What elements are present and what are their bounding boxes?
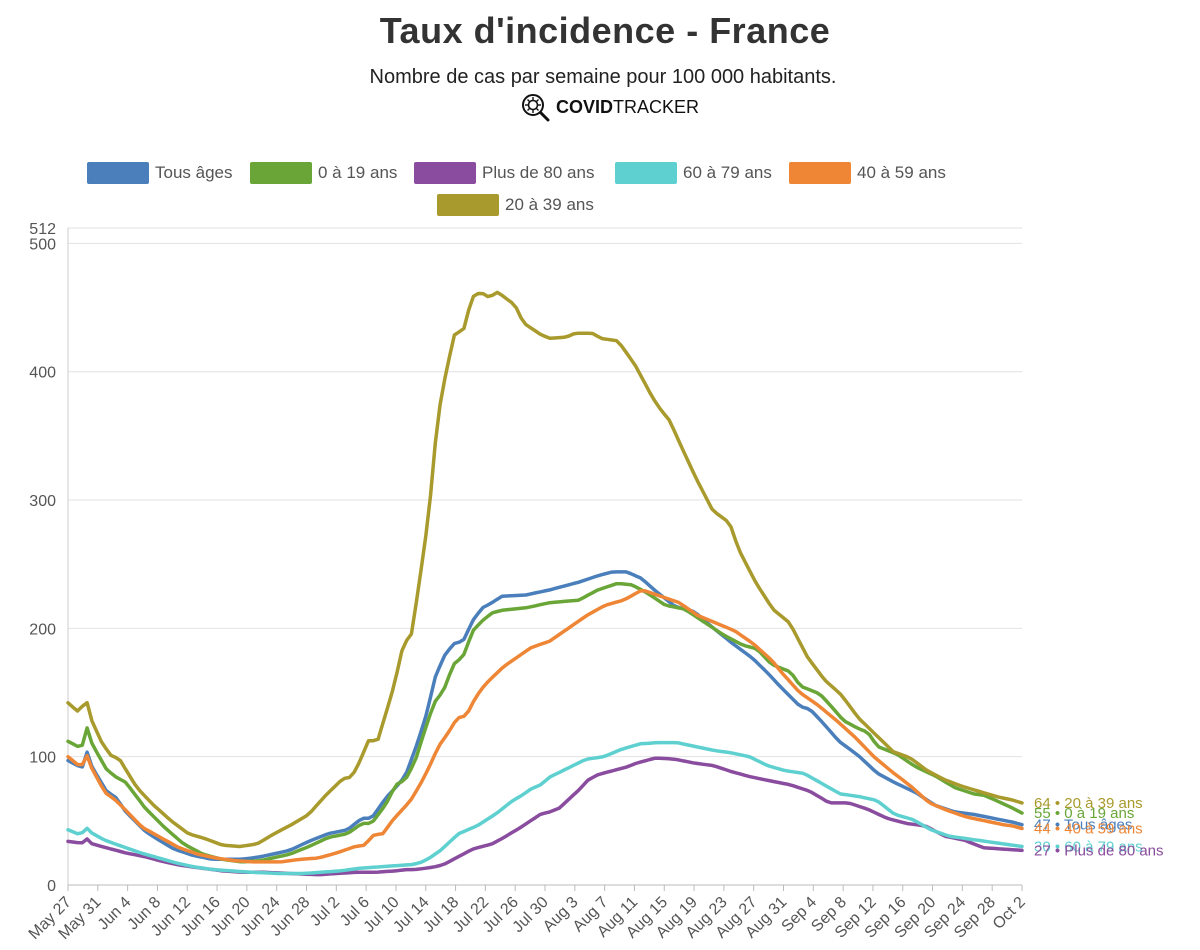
series-end-label: 30 • 60 à 79 ans [1034, 839, 1143, 856]
series-end-label: 64 • 20 à 39 ans [1034, 795, 1143, 812]
legend-swatch [437, 194, 499, 216]
legend-item-40-59[interactable]: 40 à 59 ans [789, 160, 946, 186]
y-tick-label: 512 [29, 221, 56, 238]
legend-label: 0 à 19 ans [318, 163, 398, 182]
series-end-label: 47 • Tous âges [1034, 817, 1132, 834]
y-tick-label: 300 [29, 493, 56, 510]
x-tick-label: Oct 2 [990, 894, 1029, 933]
legend-item-20-39[interactable]: 20 à 39 ans [437, 192, 594, 218]
series-end-label: 27 • Plus de 80 ans [1034, 842, 1164, 859]
legend-swatch [250, 162, 312, 184]
legend-item-60-79[interactable]: 60 à 79 ans [615, 160, 772, 186]
legend-label: 40 à 59 ans [857, 163, 946, 182]
legend-swatch [615, 162, 677, 184]
series-line-3 [66, 740, 1024, 876]
series-line-1 [66, 581, 1024, 864]
series-end-label: 55 • 0 à 19 ans [1034, 805, 1134, 822]
x-tick-label: Jun 4 [95, 894, 135, 934]
chart-subtitle: Nombre de cas par semaine pour 100 000 h… [369, 66, 837, 88]
series-end-label: 44 • 40 à 59 ans [1034, 821, 1143, 838]
brand-name-regular: TRACKER [613, 96, 700, 117]
legend-label: Plus de 80 ans [482, 163, 595, 182]
x-tick-label: Jul 2 [307, 894, 343, 930]
y-tick-label: 100 [29, 750, 56, 767]
y-tick-label: 400 [29, 365, 56, 382]
y-tick-label: 0 [47, 878, 56, 895]
y-tick-label: 500 [29, 236, 56, 253]
legend-item-tous-ages[interactable]: Tous âges [87, 160, 233, 186]
legend-swatch [87, 162, 149, 184]
brand-name-bold: COVID [556, 96, 614, 117]
legend-swatch [414, 162, 476, 184]
legend-label: Tous âges [155, 163, 233, 182]
legend-item-0-19[interactable]: 0 à 19 ans [250, 160, 397, 186]
legend-swatch [789, 162, 851, 184]
legend-label: 60 à 79 ans [683, 163, 772, 182]
y-tick-label: 200 [29, 621, 56, 638]
legend-item-80-plus[interactable]: Plus de 80 ans [414, 160, 594, 186]
brand-logo: COVIDTRACKER [520, 92, 699, 122]
legend-label: 20 à 39 ans [505, 195, 594, 214]
covid-virus-magnifier-icon [522, 94, 550, 122]
chart-title: Taux d'incidence - France [379, 10, 831, 51]
brand-name: COVIDTRACKER [556, 97, 699, 118]
series-line-5 [66, 290, 1024, 849]
series-line-4 [66, 589, 1024, 864]
